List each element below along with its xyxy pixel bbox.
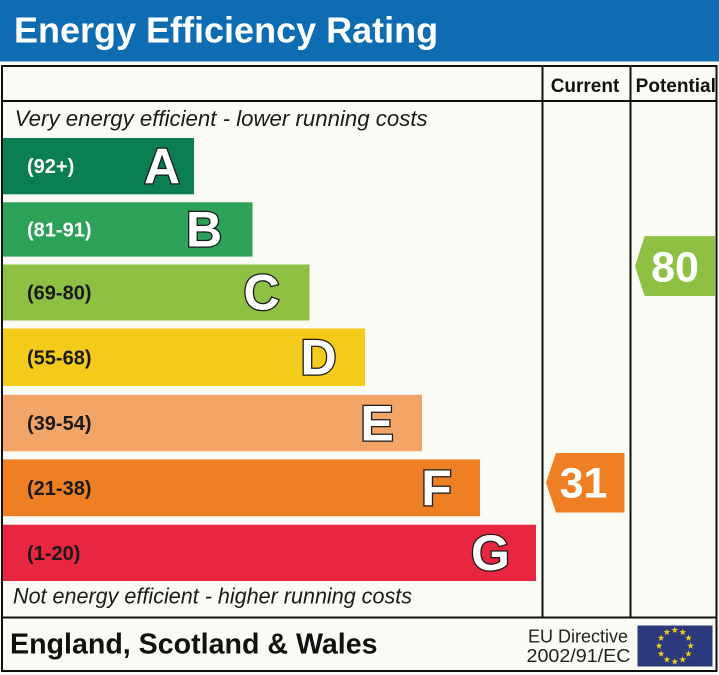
svg-text:England, Scotland & Wales: England, Scotland & Wales: [10, 628, 378, 660]
svg-text:(21-38): (21-38): [27, 478, 91, 500]
svg-text:E: E: [360, 395, 393, 451]
svg-text:(81-91): (81-91): [27, 220, 91, 242]
svg-text:(55-68): (55-68): [27, 347, 91, 369]
svg-text:Potential: Potential: [636, 76, 716, 97]
svg-text:Current: Current: [551, 76, 620, 97]
svg-text:2002/91/EC: 2002/91/EC: [527, 646, 631, 666]
svg-text:31: 31: [560, 460, 608, 508]
svg-text:G: G: [471, 525, 510, 581]
svg-text:D: D: [300, 330, 336, 386]
svg-text:EU Directive: EU Directive: [528, 627, 628, 647]
svg-text:(69-80): (69-80): [27, 283, 91, 305]
svg-text:(92+): (92+): [27, 156, 74, 178]
svg-text:Energy Efficiency Rating: Energy Efficiency Rating: [14, 10, 438, 51]
svg-text:Not energy efficient - higher: Not energy efficient - higher running co…: [13, 584, 412, 609]
svg-text:(1-20): (1-20): [27, 543, 80, 565]
svg-text:C: C: [243, 265, 279, 321]
svg-text:B: B: [186, 202, 222, 258]
svg-text:80: 80: [651, 243, 699, 291]
svg-text:(39-54): (39-54): [27, 413, 91, 435]
svg-text:Very energy efficient - lower: Very energy efficient - lower running co…: [15, 106, 428, 131]
svg-text:A: A: [144, 138, 180, 194]
svg-text:F: F: [421, 460, 452, 516]
